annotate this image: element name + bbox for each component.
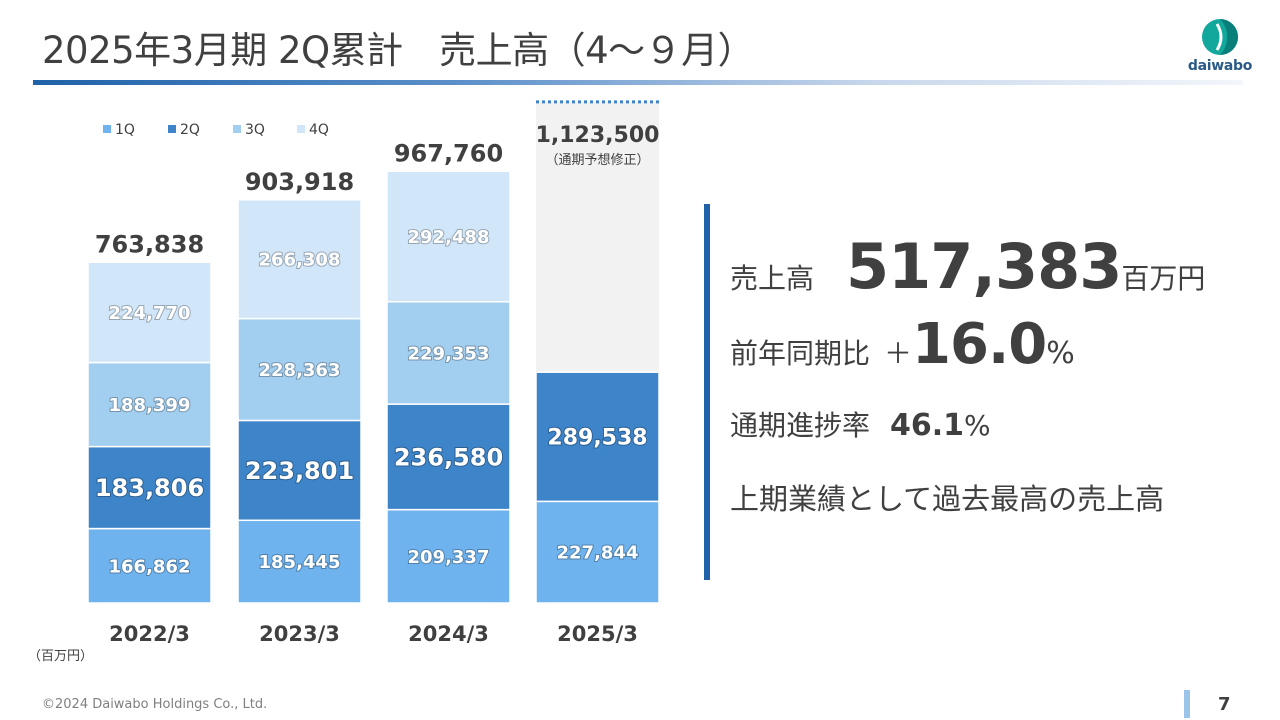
page-title: 2025年3月期 2Q累計 売上高（4～９月） (42, 29, 755, 72)
data-label-4Q-2023/3: 266,308 (259, 250, 341, 271)
data-label-1Q-2025/3: 227,844 (557, 543, 639, 564)
kpi-sales-value: 517,383 (846, 230, 1122, 303)
kpi-progress-row: 通期進捗率 46.1% (730, 404, 991, 444)
bar-1Q-2022/3 (87, 527, 212, 604)
logo-mark-icon (1202, 19, 1238, 55)
kpi-accent-bar (704, 204, 710, 580)
sales-stacked-bar-chart: 1,123,500 （通期予想修正） 166,862 183,806 188,399 22… (87, 100, 660, 646)
bar-4Q-2022/3 (87, 261, 212, 364)
legend-swatch-2Q (168, 125, 176, 133)
forecast-total-label: 1,123,500 (536, 123, 660, 148)
logo-text: daiwabo (1187, 58, 1253, 74)
legend-swatch-1Q (103, 125, 111, 133)
kpi-sales-row: 売上高 517,383百万円 (730, 230, 1205, 303)
kpi-progress-label: 通期進捗率 (730, 409, 871, 442)
category-label-2025/3: 2025/3 (557, 622, 638, 646)
data-label-2Q-2022/3: 183,806 (95, 474, 204, 502)
page-number: 7 (1218, 694, 1231, 715)
legend-swatch-4Q (297, 125, 305, 133)
data-label-3Q-2024/3: 229,353 (408, 343, 490, 364)
category-label-2024/3: 2024/3 (408, 622, 489, 646)
chart-unit-label: （百万円） (28, 649, 94, 664)
kpi-progress-pct: % (964, 409, 991, 442)
page-number-bar (1184, 690, 1190, 718)
bar-3Q-2022/3 (87, 361, 212, 448)
bar-2Q-2022/3 (87, 445, 212, 530)
bar-2Q-2025/3 (535, 371, 660, 503)
total-label-2023/3: 903,918 (245, 168, 354, 196)
total-label-2024/3: 967,760 (394, 139, 503, 167)
bar-2Q-2023/3 (237, 419, 362, 522)
data-label-1Q-2022/3: 166,862 (109, 556, 191, 577)
data-label-3Q-2022/3: 188,399 (109, 395, 191, 416)
data-label-4Q-2024/3: 292,488 (408, 227, 490, 248)
bar-1Q-2023/3 (237, 519, 362, 604)
kpi-sales-label: 売上高 (730, 262, 815, 295)
total-label-2022/3: 763,838 (95, 230, 204, 258)
kpi-yoy-sign: ＋ (884, 337, 913, 370)
data-label-1Q-2023/3: 185,445 (259, 552, 341, 573)
data-label-1Q-2024/3: 209,337 (408, 547, 490, 568)
category-label-2022/3: 2022/3 (109, 622, 190, 646)
legend-label-2Q: 2Q (180, 122, 200, 138)
data-label-3Q-2023/3: 228,363 (259, 360, 341, 381)
forecast-note: （通期予想修正） (545, 152, 649, 168)
kpi-yoy-value: 16.0 (912, 312, 1047, 377)
bar-4Q-2024/3 (386, 170, 511, 303)
kpi-yoy-label: 前年同期比 (730, 337, 871, 370)
company-logo: daiwabo (1184, 18, 1256, 80)
kpi-yoy-pct: % (1046, 336, 1075, 371)
bar-1Q-2024/3 (386, 508, 511, 604)
legend-label-3Q: 3Q (245, 122, 265, 138)
category-label-2023/3: 2023/3 (259, 622, 340, 646)
legend-label-4Q: 4Q (309, 122, 329, 138)
bar-2Q-2024/3 (386, 403, 511, 511)
kpi-progress-value: 46.1 (890, 408, 965, 443)
bar-1Q-2025/3 (535, 500, 660, 604)
bar-4Q-2023/3 (237, 199, 362, 320)
title-underline (33, 80, 1243, 85)
data-label-2Q-2025/3: 289,538 (547, 426, 647, 451)
kpi-highlight: 上期業績として過去最高の売上高 (730, 482, 1165, 516)
legend-label-1Q: 1Q (115, 122, 135, 138)
copyright: ©2024 Daiwabo Holdings Co., Ltd. (42, 697, 268, 712)
data-label-2Q-2023/3: 223,801 (245, 457, 354, 485)
kpi-yoy-row: 前年同期比 ＋16.0% (730, 312, 1075, 377)
kpi-sales-unit: 百万円 (1121, 262, 1206, 295)
data-label-2Q-2024/3: 236,580 (394, 443, 503, 471)
data-label-4Q-2022/3: 224,770 (109, 303, 191, 324)
legend-swatch-3Q (233, 125, 241, 133)
